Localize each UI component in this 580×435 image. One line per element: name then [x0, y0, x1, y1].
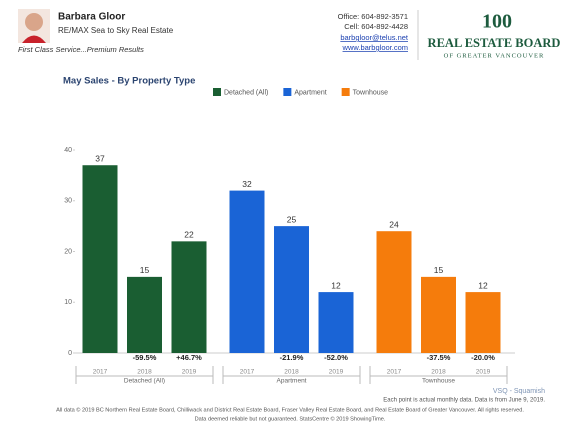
area-label: VSQ - Squamish	[493, 388, 545, 395]
value-label: 37	[95, 153, 105, 163]
data-note: Each point is actual monthly data. Data …	[383, 398, 545, 404]
change-label: -20.0%	[471, 353, 495, 362]
y-tick-label: 0	[68, 350, 72, 357]
bar	[229, 190, 265, 353]
y-tick-label: 30	[64, 198, 72, 205]
legend-swatch	[283, 88, 292, 96]
value-label: 15	[140, 265, 150, 275]
cell-phone: Cell: 604-892-4428	[344, 22, 408, 31]
y-tick-label: 40	[64, 147, 72, 154]
bar	[421, 276, 456, 353]
office-phone: Office: 604-892-3571	[338, 12, 408, 21]
change-label: -52.0%	[324, 353, 348, 362]
value-label: 22	[184, 230, 194, 240]
logo-title: REAL ESTATE BOARD	[428, 36, 561, 50]
disclaimer: Data deemed reliable but not guaranteed.…	[195, 415, 386, 422]
logo-number: 100	[482, 11, 512, 33]
tagline: First Class Service...Premium Results	[18, 45, 144, 54]
company: RE/MAX Sea to Sky Real Estate	[58, 26, 174, 35]
value-label: 24	[389, 219, 399, 229]
copyright: All data © 2019 BC Northern Real Estate …	[56, 406, 524, 413]
x-tick-label: 2019	[476, 369, 491, 376]
group-label: Apartment	[277, 378, 307, 385]
value-label: 25	[287, 214, 297, 224]
x-tick-label: 2017	[93, 369, 108, 376]
change-label: +46.7%	[176, 353, 202, 362]
group-label: Detached (All)	[124, 378, 165, 385]
bar	[274, 226, 309, 353]
change-label: -37.5%	[427, 353, 451, 362]
y-tick-label: 10	[64, 299, 72, 306]
bar	[318, 292, 354, 353]
bar	[82, 165, 118, 353]
value-label: 32	[242, 179, 252, 189]
agent-photo	[18, 9, 50, 43]
agent-name: Barbara Gloor	[58, 12, 125, 23]
legend-label: Apartment	[294, 89, 326, 96]
bar	[465, 292, 501, 353]
value-label: 15	[434, 265, 444, 275]
x-tick-label: 2019	[329, 369, 344, 376]
group-label: Townhouse	[422, 378, 455, 385]
y-tick-label: 20	[64, 248, 72, 255]
change-label: -59.5%	[133, 353, 157, 362]
x-tick-label: 2017	[387, 369, 402, 376]
x-tick-label: 2018	[137, 369, 152, 376]
website-link[interactable]: www.barbgloor.com	[342, 43, 408, 52]
bar	[127, 276, 162, 353]
email-link[interactable]: barbgloor@telus.net	[340, 33, 409, 42]
x-tick-label: 2019	[182, 369, 197, 376]
x-tick-label: 2018	[284, 369, 299, 376]
value-label: 12	[478, 280, 488, 290]
change-label: -21.9%	[280, 353, 304, 362]
bar	[171, 241, 207, 353]
x-tick-label: 2018	[431, 369, 446, 376]
x-tick-label: 2017	[240, 369, 255, 376]
legend-swatch	[341, 88, 350, 96]
legend-label: Townhouse	[353, 89, 389, 96]
chart-title: May Sales - By Property Type	[63, 76, 195, 87]
logo-subtitle: OF GREATER VANCOUVER	[444, 52, 545, 59]
legend-label: Detached (All)	[224, 89, 268, 96]
value-label: 12	[331, 280, 341, 290]
legend-swatch	[213, 88, 221, 96]
bar	[376, 231, 412, 353]
